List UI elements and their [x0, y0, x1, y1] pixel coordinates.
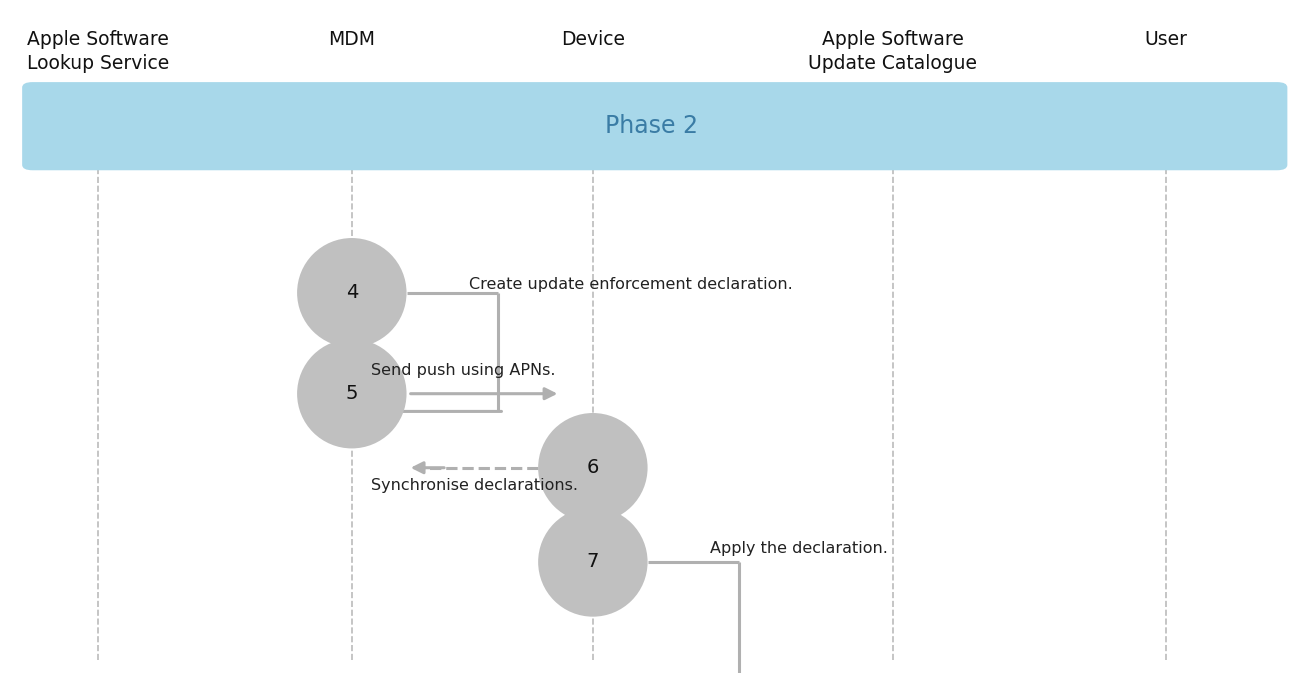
Text: Phase 2: Phase 2: [605, 114, 698, 138]
Text: Send push using APNs.: Send push using APNs.: [371, 363, 556, 378]
Text: Create update enforcement declaration.: Create update enforcement declaration.: [469, 277, 792, 291]
Text: 6: 6: [586, 458, 599, 477]
Text: 7: 7: [586, 553, 599, 571]
Text: MDM: MDM: [328, 30, 375, 49]
Ellipse shape: [538, 507, 648, 616]
Text: Synchronise declarations.: Synchronise declarations.: [371, 479, 579, 493]
Ellipse shape: [297, 339, 407, 448]
Text: Device: Device: [560, 30, 625, 49]
Text: Apple Software
Update Catalogue: Apple Software Update Catalogue: [808, 30, 977, 73]
FancyBboxPatch shape: [22, 82, 1287, 170]
Text: 4: 4: [345, 283, 358, 302]
Text: Apple Software
Lookup Service: Apple Software Lookup Service: [26, 30, 169, 73]
Ellipse shape: [538, 413, 648, 522]
Text: Apply the declaration.: Apply the declaration.: [710, 541, 889, 556]
Ellipse shape: [297, 238, 407, 347]
Text: User: User: [1144, 30, 1188, 49]
Text: 5: 5: [345, 384, 358, 403]
